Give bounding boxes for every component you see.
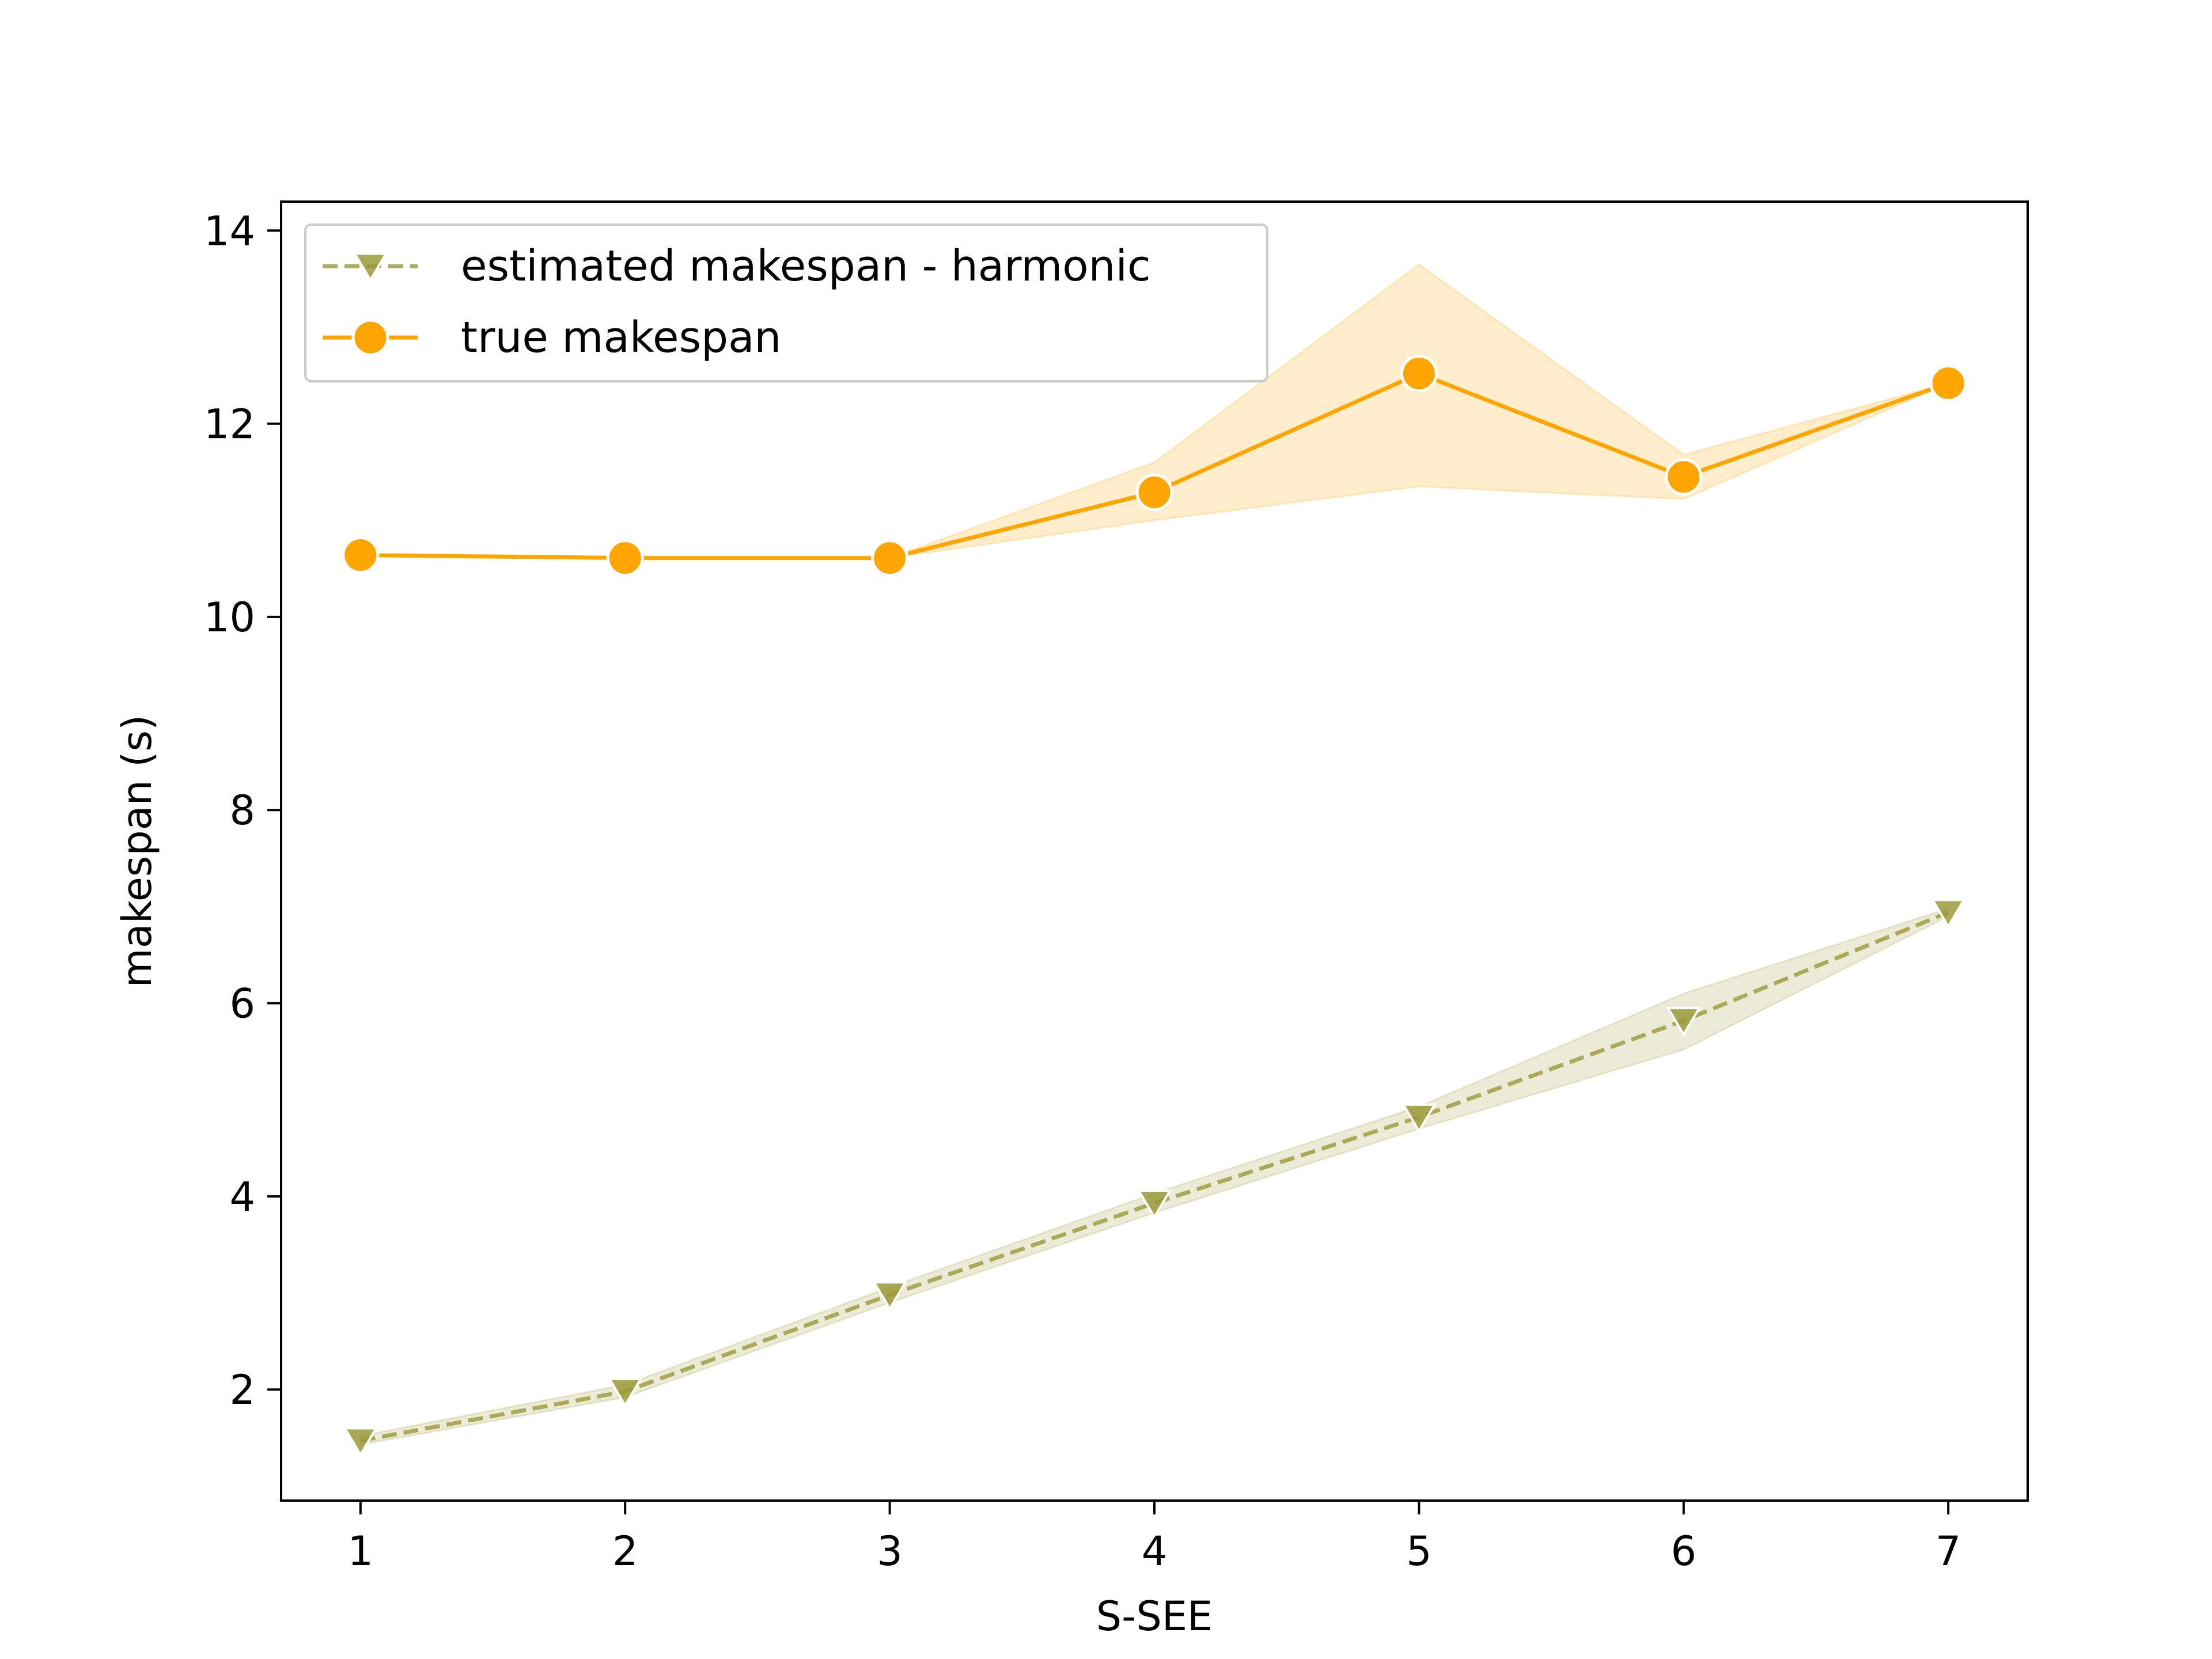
y-tick-label: 14: [204, 207, 255, 255]
true-makespan-point: [1400, 354, 1438, 392]
true-makespan-point: [1135, 474, 1173, 512]
estimated-makespan-point: [1401, 1103, 1437, 1134]
estimated-makespan-point: [1930, 899, 1966, 929]
true-makespan-point: [606, 539, 644, 577]
y-axis-ticks: 2 4 6 8 10 12 14: [204, 207, 281, 1414]
legend-box: [304, 224, 1268, 382]
legend: estimated makespan - harmonic true makesp…: [304, 224, 1268, 382]
legend-estimated-marker: [353, 252, 388, 283]
y-tick-label: 12: [204, 401, 255, 448]
legend-true-marker: [351, 319, 389, 357]
x-axis-label: S-SEE: [1096, 1593, 1213, 1640]
true-makespan-point: [871, 539, 909, 577]
estimated-makespan-point: [1137, 1190, 1172, 1219]
x-tick-label: 1: [348, 1528, 374, 1575]
x-axis-ticks: 1 2 3 4 5 6 7: [348, 1501, 1961, 1575]
legend-true-label: true makespan: [461, 313, 781, 362]
x-tick-label: 7: [1936, 1528, 1961, 1575]
y-tick-label: 8: [229, 787, 255, 834]
y-tick-label: 2: [229, 1366, 255, 1414]
estimated-makespan-point: [1666, 1007, 1702, 1037]
x-tick-label: 2: [612, 1528, 638, 1575]
y-tick-label: 10: [204, 594, 255, 641]
true-makespan-point: [1665, 458, 1703, 496]
series-markers: [342, 354, 1967, 1457]
legend-estimated-label: estimated makespan - harmonic: [461, 241, 1151, 291]
x-tick-label: 4: [1142, 1528, 1168, 1575]
y-axis-label: makespan (s): [113, 715, 161, 988]
y-tick-label: 6: [229, 980, 255, 1028]
true-makespan-point: [342, 536, 380, 574]
estimated-makespan-point: [872, 1281, 908, 1312]
y-tick-label: 4: [229, 1173, 255, 1221]
true-makespan-point: [1929, 364, 1967, 402]
estimated-makespan-point: [343, 1427, 378, 1457]
x-tick-label: 5: [1406, 1528, 1432, 1575]
x-tick-label: 3: [877, 1528, 903, 1575]
x-tick-label: 6: [1671, 1528, 1697, 1575]
estimated-makespan-point: [607, 1377, 643, 1408]
